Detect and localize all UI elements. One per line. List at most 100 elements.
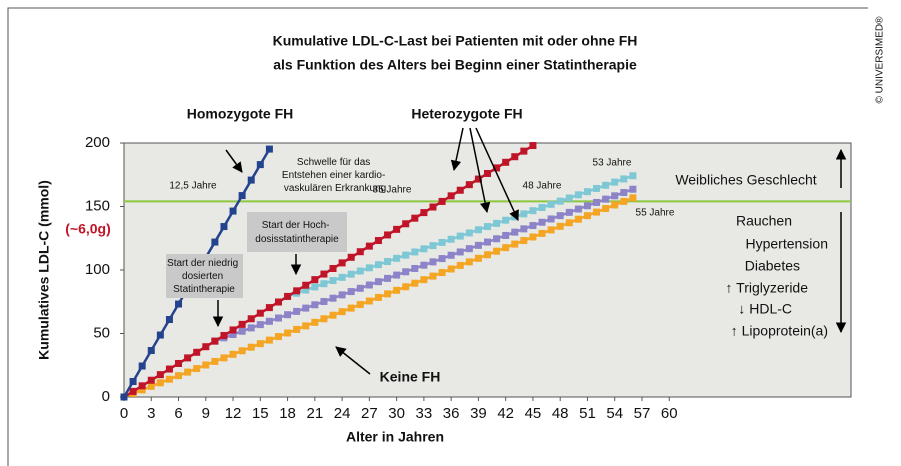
point xyxy=(138,386,146,394)
point xyxy=(229,350,237,358)
point xyxy=(374,278,382,286)
point xyxy=(538,229,546,237)
point xyxy=(411,279,419,287)
x-tick-label: 24 xyxy=(334,405,351,422)
series-label: Heterozygote FH xyxy=(411,106,522,122)
point xyxy=(365,264,373,272)
arrow xyxy=(225,149,243,173)
point xyxy=(511,153,519,161)
point xyxy=(302,281,310,289)
point xyxy=(447,192,455,200)
point xyxy=(402,220,410,228)
point xyxy=(438,238,446,246)
point xyxy=(374,261,382,269)
point xyxy=(602,205,610,213)
point xyxy=(129,378,137,386)
point xyxy=(429,203,437,211)
x-tick-label: 0 xyxy=(120,405,128,422)
point xyxy=(347,304,355,312)
point xyxy=(184,354,192,362)
annotation: Start der niedrig dosierten Statintherap… xyxy=(167,258,241,295)
point xyxy=(329,277,337,285)
risk-factor: Diabetes xyxy=(745,258,800,274)
point xyxy=(256,321,264,329)
point xyxy=(547,215,555,223)
series-line xyxy=(123,144,534,399)
point xyxy=(611,192,619,200)
point xyxy=(602,195,610,203)
y-tick-label: 50 xyxy=(93,324,110,341)
y-note: (~6,0g) xyxy=(65,221,111,237)
annotation: 35 Jahre xyxy=(373,185,412,196)
risk-factor: Rauchen xyxy=(736,213,792,229)
point xyxy=(175,300,183,308)
point xyxy=(411,264,419,272)
point xyxy=(220,223,228,231)
point xyxy=(284,311,292,319)
point xyxy=(284,292,292,300)
point xyxy=(429,258,437,266)
point xyxy=(311,301,319,309)
point xyxy=(393,271,401,279)
point xyxy=(474,241,482,249)
point xyxy=(474,226,482,234)
point xyxy=(256,340,264,348)
point xyxy=(147,382,155,390)
point xyxy=(165,365,173,373)
annotation: 48 Jahre xyxy=(523,181,562,192)
point xyxy=(420,245,428,253)
point xyxy=(356,267,364,275)
annotation: 53 Jahre xyxy=(593,158,632,169)
point xyxy=(583,212,591,220)
x-tick-label: 51 xyxy=(579,405,596,422)
point xyxy=(574,191,582,199)
point xyxy=(329,294,337,302)
point xyxy=(547,200,555,208)
point xyxy=(184,368,192,376)
y-tick-label: 150 xyxy=(85,197,110,214)
point xyxy=(156,371,164,379)
arrow xyxy=(469,127,491,214)
point xyxy=(393,286,401,294)
y-tick-label: 200 xyxy=(85,134,110,151)
point xyxy=(147,376,155,384)
point xyxy=(429,272,437,280)
point xyxy=(265,317,273,325)
x-tick-label: 3 xyxy=(147,405,155,422)
point xyxy=(411,214,419,222)
point xyxy=(329,264,337,272)
point xyxy=(320,280,328,288)
point xyxy=(493,219,501,227)
point xyxy=(529,207,537,215)
x-tick-label: 12 xyxy=(225,405,242,422)
point xyxy=(175,372,183,380)
point xyxy=(274,298,282,306)
point xyxy=(529,233,537,241)
point xyxy=(484,251,491,259)
point xyxy=(256,161,264,169)
point xyxy=(347,288,355,296)
point xyxy=(620,175,628,183)
point xyxy=(465,245,473,253)
point xyxy=(338,291,346,299)
risk-factor: Hypertension xyxy=(746,236,829,252)
point xyxy=(265,145,273,153)
point xyxy=(247,176,255,184)
y-tick-label: 0 xyxy=(102,388,110,405)
point xyxy=(347,270,355,278)
point xyxy=(156,379,164,387)
point xyxy=(593,184,601,192)
point xyxy=(393,254,401,262)
point xyxy=(565,208,573,216)
point xyxy=(311,318,319,326)
point xyxy=(347,253,355,261)
point xyxy=(384,231,392,239)
point xyxy=(574,205,582,213)
point xyxy=(374,293,382,301)
point xyxy=(456,232,464,240)
point xyxy=(238,192,246,200)
point xyxy=(356,284,364,292)
annotation-box xyxy=(247,212,347,252)
point xyxy=(583,188,591,196)
point xyxy=(274,333,282,341)
